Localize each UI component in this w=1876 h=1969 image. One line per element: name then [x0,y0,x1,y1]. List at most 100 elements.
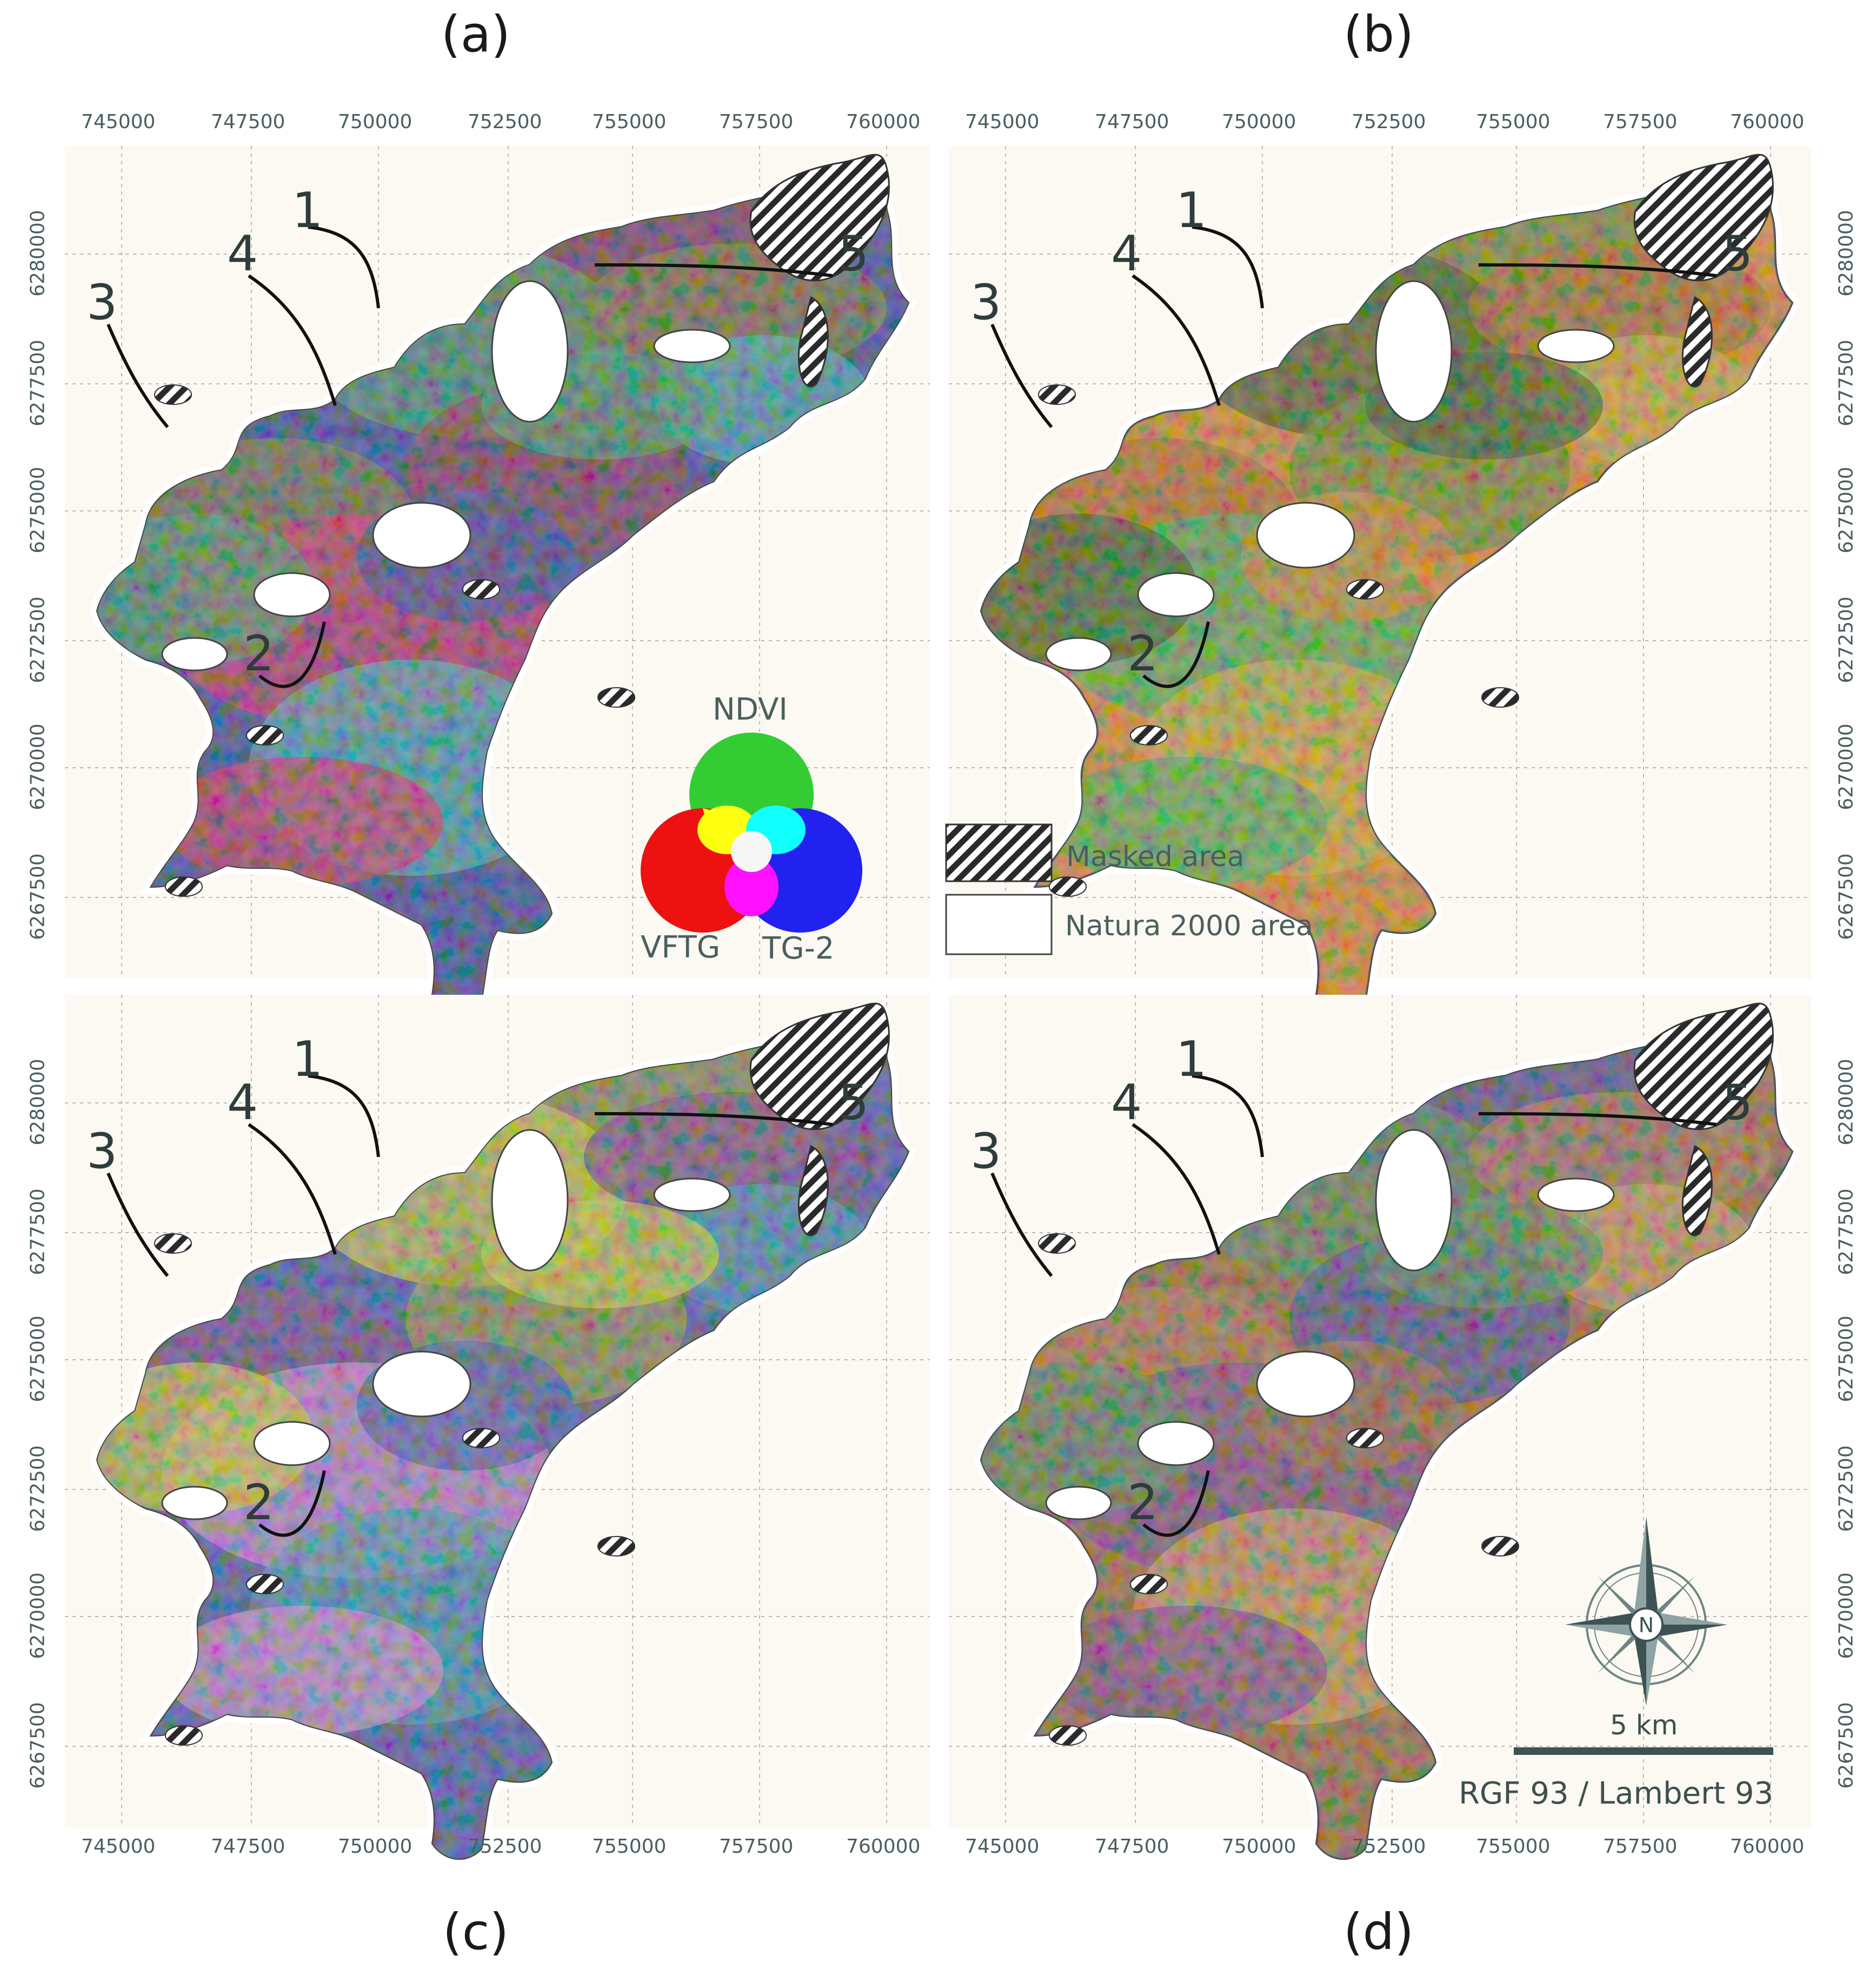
y-tick-label: 6267500 [1835,1702,1858,1789]
white-overlap [731,831,772,872]
x-tick-label: 757500 [1603,111,1678,133]
y-tick-label: 6277500 [1835,340,1858,427]
excluded-area [1256,502,1355,569]
y-tick-label: 6275000 [26,467,49,554]
callout-label-2: 2 [243,626,274,682]
x-tick-label: 755000 [592,111,667,133]
map-panel-d: 1 2 3 4 5 [949,995,1811,1887]
y-tick-label: 6280000 [26,210,49,297]
masked-area [1346,1428,1384,1448]
masked-area [1481,687,1519,708]
x-tick-label: 745000 [81,1835,156,1858]
x-tick-label: 757500 [719,111,794,133]
x-tick-label: 745000 [965,111,1040,133]
x-tick-label: 757500 [719,1835,794,1858]
x-tick-label: 757500 [1603,1835,1678,1858]
excluded-area [1537,329,1615,363]
masked-area [154,1233,192,1254]
x-tick-label: 750000 [1222,111,1296,133]
x-tick-label: 760000 [1730,111,1805,133]
masked-area [165,876,203,897]
y-tick-label: 6277500 [26,1188,49,1275]
masked-area [246,725,284,746]
callout-label-3: 3 [970,1123,1001,1180]
scale-bar [1514,1747,1773,1755]
masked-area [1038,384,1076,405]
masked-area [597,1536,635,1556]
callout-label-5: 5 [838,225,869,282]
excluded-area [1045,637,1112,671]
callout-label-5: 5 [1722,1074,1753,1131]
callout-line [1478,1112,1717,1126]
masked-area [462,579,500,600]
masked-area [1633,1002,1774,1130]
natura-area-swatch [945,894,1053,955]
y-tick-label: 6272500 [26,1445,49,1532]
y-tick-label: 6280000 [1835,210,1858,297]
x-tick-label: 760000 [1730,1835,1805,1858]
y-tick-label: 6267500 [26,1702,49,1789]
y-tick-label: 6280000 [1835,1059,1858,1146]
y-tick-label: 6270000 [1835,723,1858,810]
x-tick-label: 747500 [1095,111,1169,133]
scale-bar-label: 5 km [1610,1709,1678,1741]
callout-label-3: 3 [87,274,117,331]
masked-area [1481,1536,1519,1556]
callout-line [1478,263,1717,277]
x-tick-label: 760000 [846,111,921,133]
callout-line [1142,1470,1210,1537]
callout-line [1192,225,1264,309]
callout-label-4: 4 [227,1074,258,1131]
map-panel-c: 1 2 3 4 5 [65,995,930,1887]
x-tick-label: 747500 [1095,1835,1169,1858]
x-tick-label: 755000 [592,1835,667,1858]
x-tick-label: 755000 [1476,1835,1551,1858]
masked-area [1038,1233,1076,1254]
callout-line [248,1123,337,1255]
excluded-area [491,280,569,423]
callout-label-5: 5 [1722,225,1753,282]
compass-rose-icon: N [1565,1516,1727,1706]
x-tick-label: 755000 [1476,111,1551,133]
masked-area [1633,154,1774,282]
excluded-area [653,1178,731,1212]
callout-label-1: 1 [1176,1031,1207,1088]
callout-label-2: 2 [243,1474,274,1531]
y-tick-label: 6272500 [26,596,49,683]
callout-label-4: 4 [1111,225,1142,282]
x-tick-label: 760000 [846,1835,921,1858]
masked-area [1346,579,1384,600]
rgb-label-ndvi: NDVI [713,692,788,727]
x-tick-label: 745000 [81,111,156,133]
callout-label-1: 1 [292,1031,323,1088]
crs-label: RGF 93 / Lambert 93 [1459,1776,1774,1811]
callout-line [107,1172,169,1277]
callout-label-3: 3 [87,1123,117,1180]
callout-line [1132,1123,1221,1255]
callout-label-4: 4 [227,225,258,282]
masked-area [749,154,890,282]
y-tick-label: 6277500 [1835,1188,1858,1275]
excluded-area [372,1351,471,1418]
masked-area [1681,1145,1713,1236]
masked-area [1130,725,1168,746]
masked-area [154,384,192,405]
callout-line [594,1112,833,1126]
legend-label-masked: Masked area [1066,841,1245,873]
masked-area [1681,296,1713,388]
callout-label-5: 5 [838,1074,869,1131]
masked-area [1049,1725,1087,1746]
panel-label-d: (d) [1343,1903,1414,1961]
masked-area [797,1145,829,1236]
callout-line [107,323,169,428]
y-tick-label: 6270000 [1835,1572,1858,1659]
callout-line [990,323,1053,428]
excluded-area [372,502,471,569]
x-tick-label: 750000 [1222,1835,1296,1858]
masked-area [1130,1574,1168,1594]
panel-label-c: (c) [442,1903,509,1961]
excluded-area [253,1421,331,1466]
x-tick-label: 752500 [468,111,542,133]
callout-line [1142,621,1210,688]
rgb-label-tg2: TG-2 [762,931,835,966]
